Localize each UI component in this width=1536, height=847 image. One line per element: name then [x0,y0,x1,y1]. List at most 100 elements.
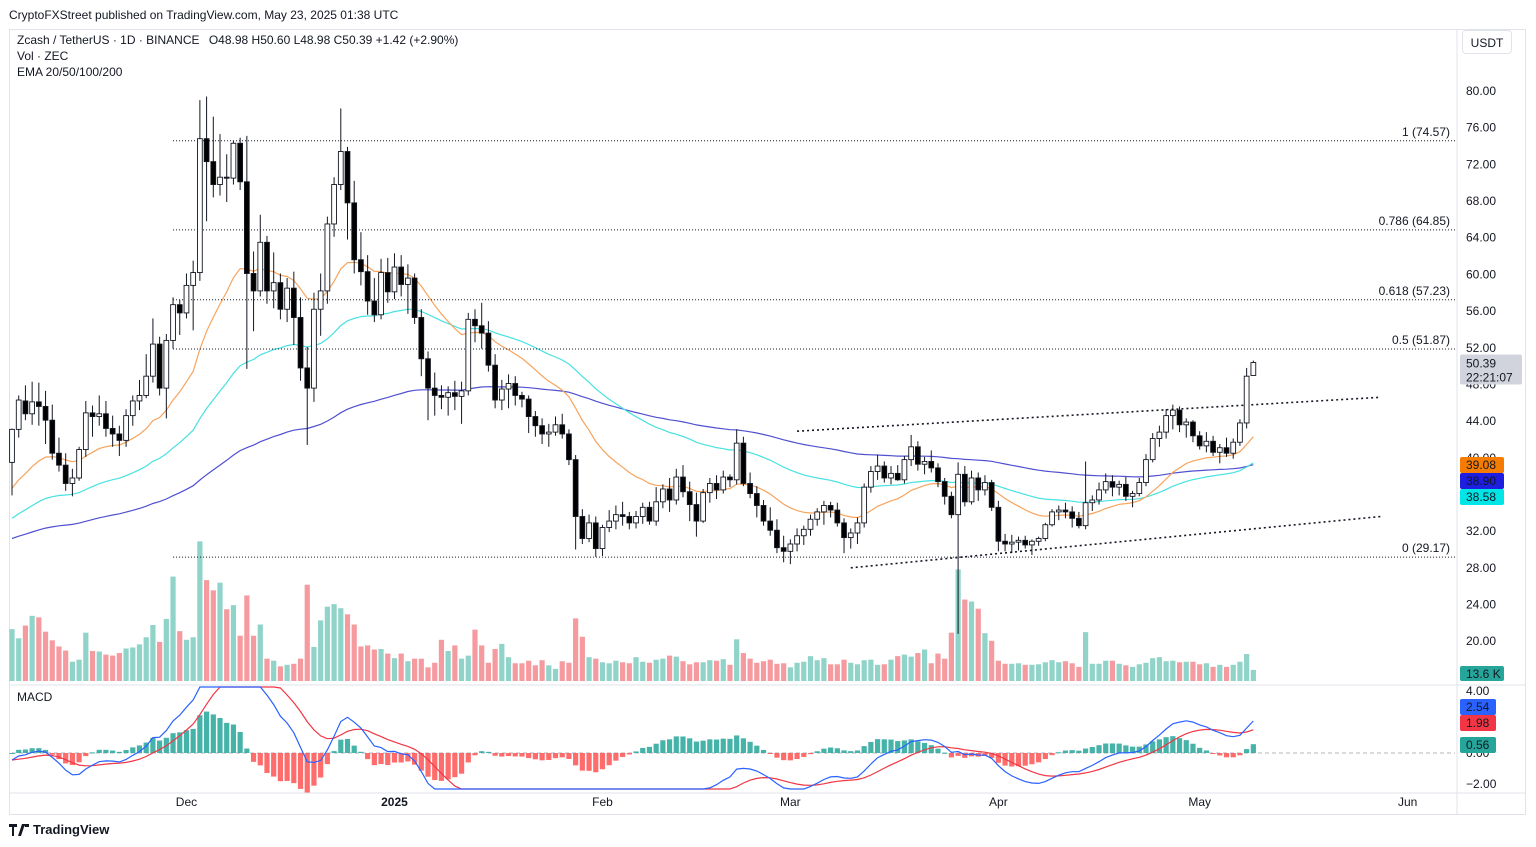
macd-histogram-bar [492,753,498,756]
macd-histogram-bar [1143,744,1149,753]
macd-histogram-bar [63,753,69,764]
volume-bar [150,625,156,681]
ema-legend[interactable]: EMA 20/50/100/200 [17,65,123,79]
candle-body [1022,539,1029,546]
macd-histogram-bar [271,753,277,777]
macd-histogram-bar [1210,753,1216,754]
candle-body [1129,493,1136,497]
macd-histogram-bar [821,748,827,753]
volume-bar [230,605,237,681]
macd-histogram-bar [89,752,96,754]
symbol-legend[interactable]: Zcash / TetherUS · 1D · BINANCE O48.98 H… [17,33,458,47]
candle-body [270,282,277,292]
ema-value-label: 38.90 [1466,474,1496,488]
volume-bar [552,668,559,681]
macd-histogram-bar [311,753,317,786]
volume-bar [157,641,163,681]
volume-bar [1217,664,1223,681]
candle-body [519,394,525,400]
symbol-name[interactable]: Zcash / TetherUS · 1D · BINANCE [17,33,200,47]
candle-body [203,138,210,163]
candle-body [1089,499,1096,504]
candle-body [941,481,948,497]
currency-button[interactable]: USDT [1462,30,1512,54]
macd-histogram-bar [1156,739,1163,753]
macd-histogram-bar [841,750,847,753]
candle-body [747,483,753,495]
candle-body [760,505,767,522]
candle-body [572,459,579,517]
volume-bar [1156,657,1163,681]
volume-bar [1250,669,1256,681]
macd-histogram-bar [331,751,337,753]
macd-histogram-bar [438,753,445,781]
publisher-line: CryptoFXStreet published on TradingView.… [9,8,399,22]
candle-body [1156,431,1163,439]
candle-body [1029,540,1035,546]
macd-histogram-bar [1049,753,1055,756]
candle-body [478,325,485,334]
macd-histogram-bar [183,730,190,753]
candle-body [1210,440,1216,453]
macd-legend[interactable]: MACD [17,690,53,704]
volume-bar [1083,632,1089,681]
macd-histogram-bar [1183,740,1189,753]
volume-bar [861,660,867,681]
tradingview-footer[interactable]: TradingView [9,822,109,837]
candle-body [1102,481,1109,491]
macd-histogram-bar [526,753,532,759]
candle-body [431,387,438,396]
macd-histogram-bar [485,751,492,753]
candle-body [129,400,136,417]
candle-body [156,343,163,389]
volume-bar [1129,666,1136,681]
volume-bar [1042,662,1048,681]
macd-histogram-bar [787,753,793,761]
volume-bar [828,664,834,681]
candle-body [874,465,881,473]
macd-histogram-bar [130,747,136,753]
candle-body [1062,509,1069,513]
candle-body [1116,483,1123,488]
volume-bar [734,639,740,681]
candle-body [183,284,190,314]
macd-histogram-bar [318,753,324,778]
candle-body [176,304,183,314]
candle-body [223,176,230,179]
macd-histogram-bar [9,753,15,754]
candle-body [1055,509,1062,513]
volume-bar [687,664,693,681]
macd-histogram-bar [257,753,263,766]
volume-bar [1244,654,1250,681]
macd-histogram-bar [284,753,290,781]
candle-body [1035,538,1042,542]
volume-bar [304,584,310,681]
macd-histogram-bar [539,753,545,761]
candle-body [1143,459,1149,484]
macd-histogram-bar [1089,747,1095,753]
candle-body [62,464,69,484]
volume-bar [1069,663,1075,681]
candle-body [894,472,901,481]
macd-histogram-bar [874,739,881,753]
volume-bar [854,664,861,681]
volume-legend[interactable]: Vol · ZEC [17,49,69,63]
candle-body [639,506,646,517]
candle-body [579,516,586,539]
macd-value-badge [1460,715,1496,731]
macd-histogram-bar [230,724,237,753]
volume-bar [942,658,948,681]
volume-bar [485,662,492,681]
candle-body [915,446,921,465]
volume-bar [921,649,928,681]
candle-body [552,424,559,433]
ema-value-label: 39.08 [1466,458,1496,472]
candle-body [854,522,861,534]
volume-bar [874,664,881,681]
macd-histogram-bar [237,731,243,753]
volume-bar [351,624,357,681]
volume-bar [1170,660,1176,681]
macd-histogram-bar [660,740,666,753]
candle-body [753,493,760,506]
